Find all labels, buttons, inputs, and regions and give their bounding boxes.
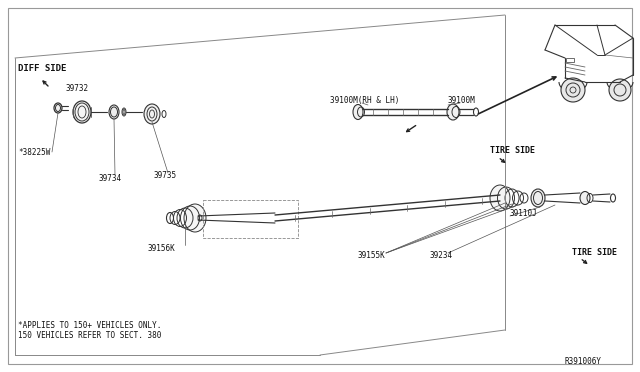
Text: *38225W: *38225W (18, 148, 51, 157)
Ellipse shape (580, 192, 590, 205)
Text: 39110J: 39110J (510, 208, 538, 218)
Text: 39156K: 39156K (148, 244, 176, 253)
Bar (203, 200, 298, 238)
Ellipse shape (490, 185, 510, 211)
Bar (566, 58, 574, 62)
Text: R391006Y: R391006Y (565, 357, 602, 366)
Text: 150 VEHICLES REFER TO SECT. 380: 150 VEHICLES REFER TO SECT. 380 (18, 330, 161, 340)
Text: DIFF SIDE: DIFF SIDE (18, 64, 67, 73)
Text: 39732: 39732 (65, 83, 88, 93)
Text: 39100M(RH & LH): 39100M(RH & LH) (330, 96, 399, 105)
Ellipse shape (144, 104, 160, 124)
Text: 39735: 39735 (153, 170, 176, 180)
Text: TIRE SIDE: TIRE SIDE (490, 145, 535, 154)
Text: 39100M: 39100M (448, 96, 476, 105)
Ellipse shape (531, 189, 545, 207)
Ellipse shape (54, 103, 62, 113)
Ellipse shape (109, 105, 119, 119)
Text: 39234: 39234 (430, 251, 453, 260)
Circle shape (609, 79, 631, 101)
Ellipse shape (447, 104, 459, 120)
Ellipse shape (184, 204, 206, 232)
Text: 39155K: 39155K (358, 251, 386, 260)
Ellipse shape (353, 105, 363, 119)
Text: *APPLIES TO 150+ VEHICLES ONLY.: *APPLIES TO 150+ VEHICLES ONLY. (18, 321, 161, 330)
Circle shape (561, 78, 585, 102)
Ellipse shape (73, 101, 91, 123)
Text: 39734: 39734 (98, 173, 121, 183)
Text: TIRE SIDE: TIRE SIDE (572, 247, 617, 257)
